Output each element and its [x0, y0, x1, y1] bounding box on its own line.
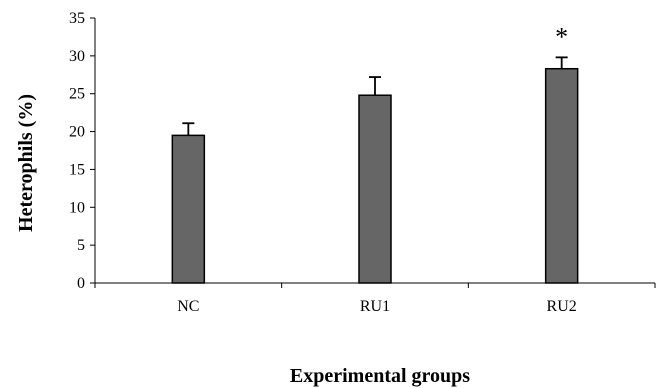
- y-tick-label: 35: [69, 10, 85, 27]
- x-axis-tick-labels: NC RU1 RU2: [177, 298, 577, 315]
- y-tick-label: 5: [77, 237, 85, 254]
- y-tick-label: 15: [69, 161, 85, 178]
- bar-nc: [171, 134, 206, 284]
- x-tick-label-nc: NC: [177, 298, 199, 315]
- y-axis-ticks: 0 5 10 15 20 25 30 35: [69, 10, 95, 292]
- y-axis-title: Heterophils (%): [15, 94, 37, 232]
- x-axis-title: Experimental groups: [290, 365, 470, 387]
- bar-ru2: [544, 67, 579, 284]
- y-tick-label: 30: [69, 48, 85, 65]
- significance-marker-ru2: *: [555, 22, 568, 51]
- y-tick-label: 20: [69, 124, 85, 141]
- y-tick-label: 10: [69, 199, 85, 216]
- x-tick-label-ru1: RU1: [360, 298, 390, 315]
- y-tick-label: 25: [69, 86, 85, 103]
- x-tick-label-ru2: RU2: [547, 298, 577, 315]
- bars: [171, 67, 579, 284]
- bar-ru1: [358, 94, 392, 284]
- significance-annotations: *: [555, 22, 568, 51]
- error-bars: [182, 56, 568, 136]
- axes: [94, 18, 656, 288]
- y-tick-label: 0: [77, 275, 85, 292]
